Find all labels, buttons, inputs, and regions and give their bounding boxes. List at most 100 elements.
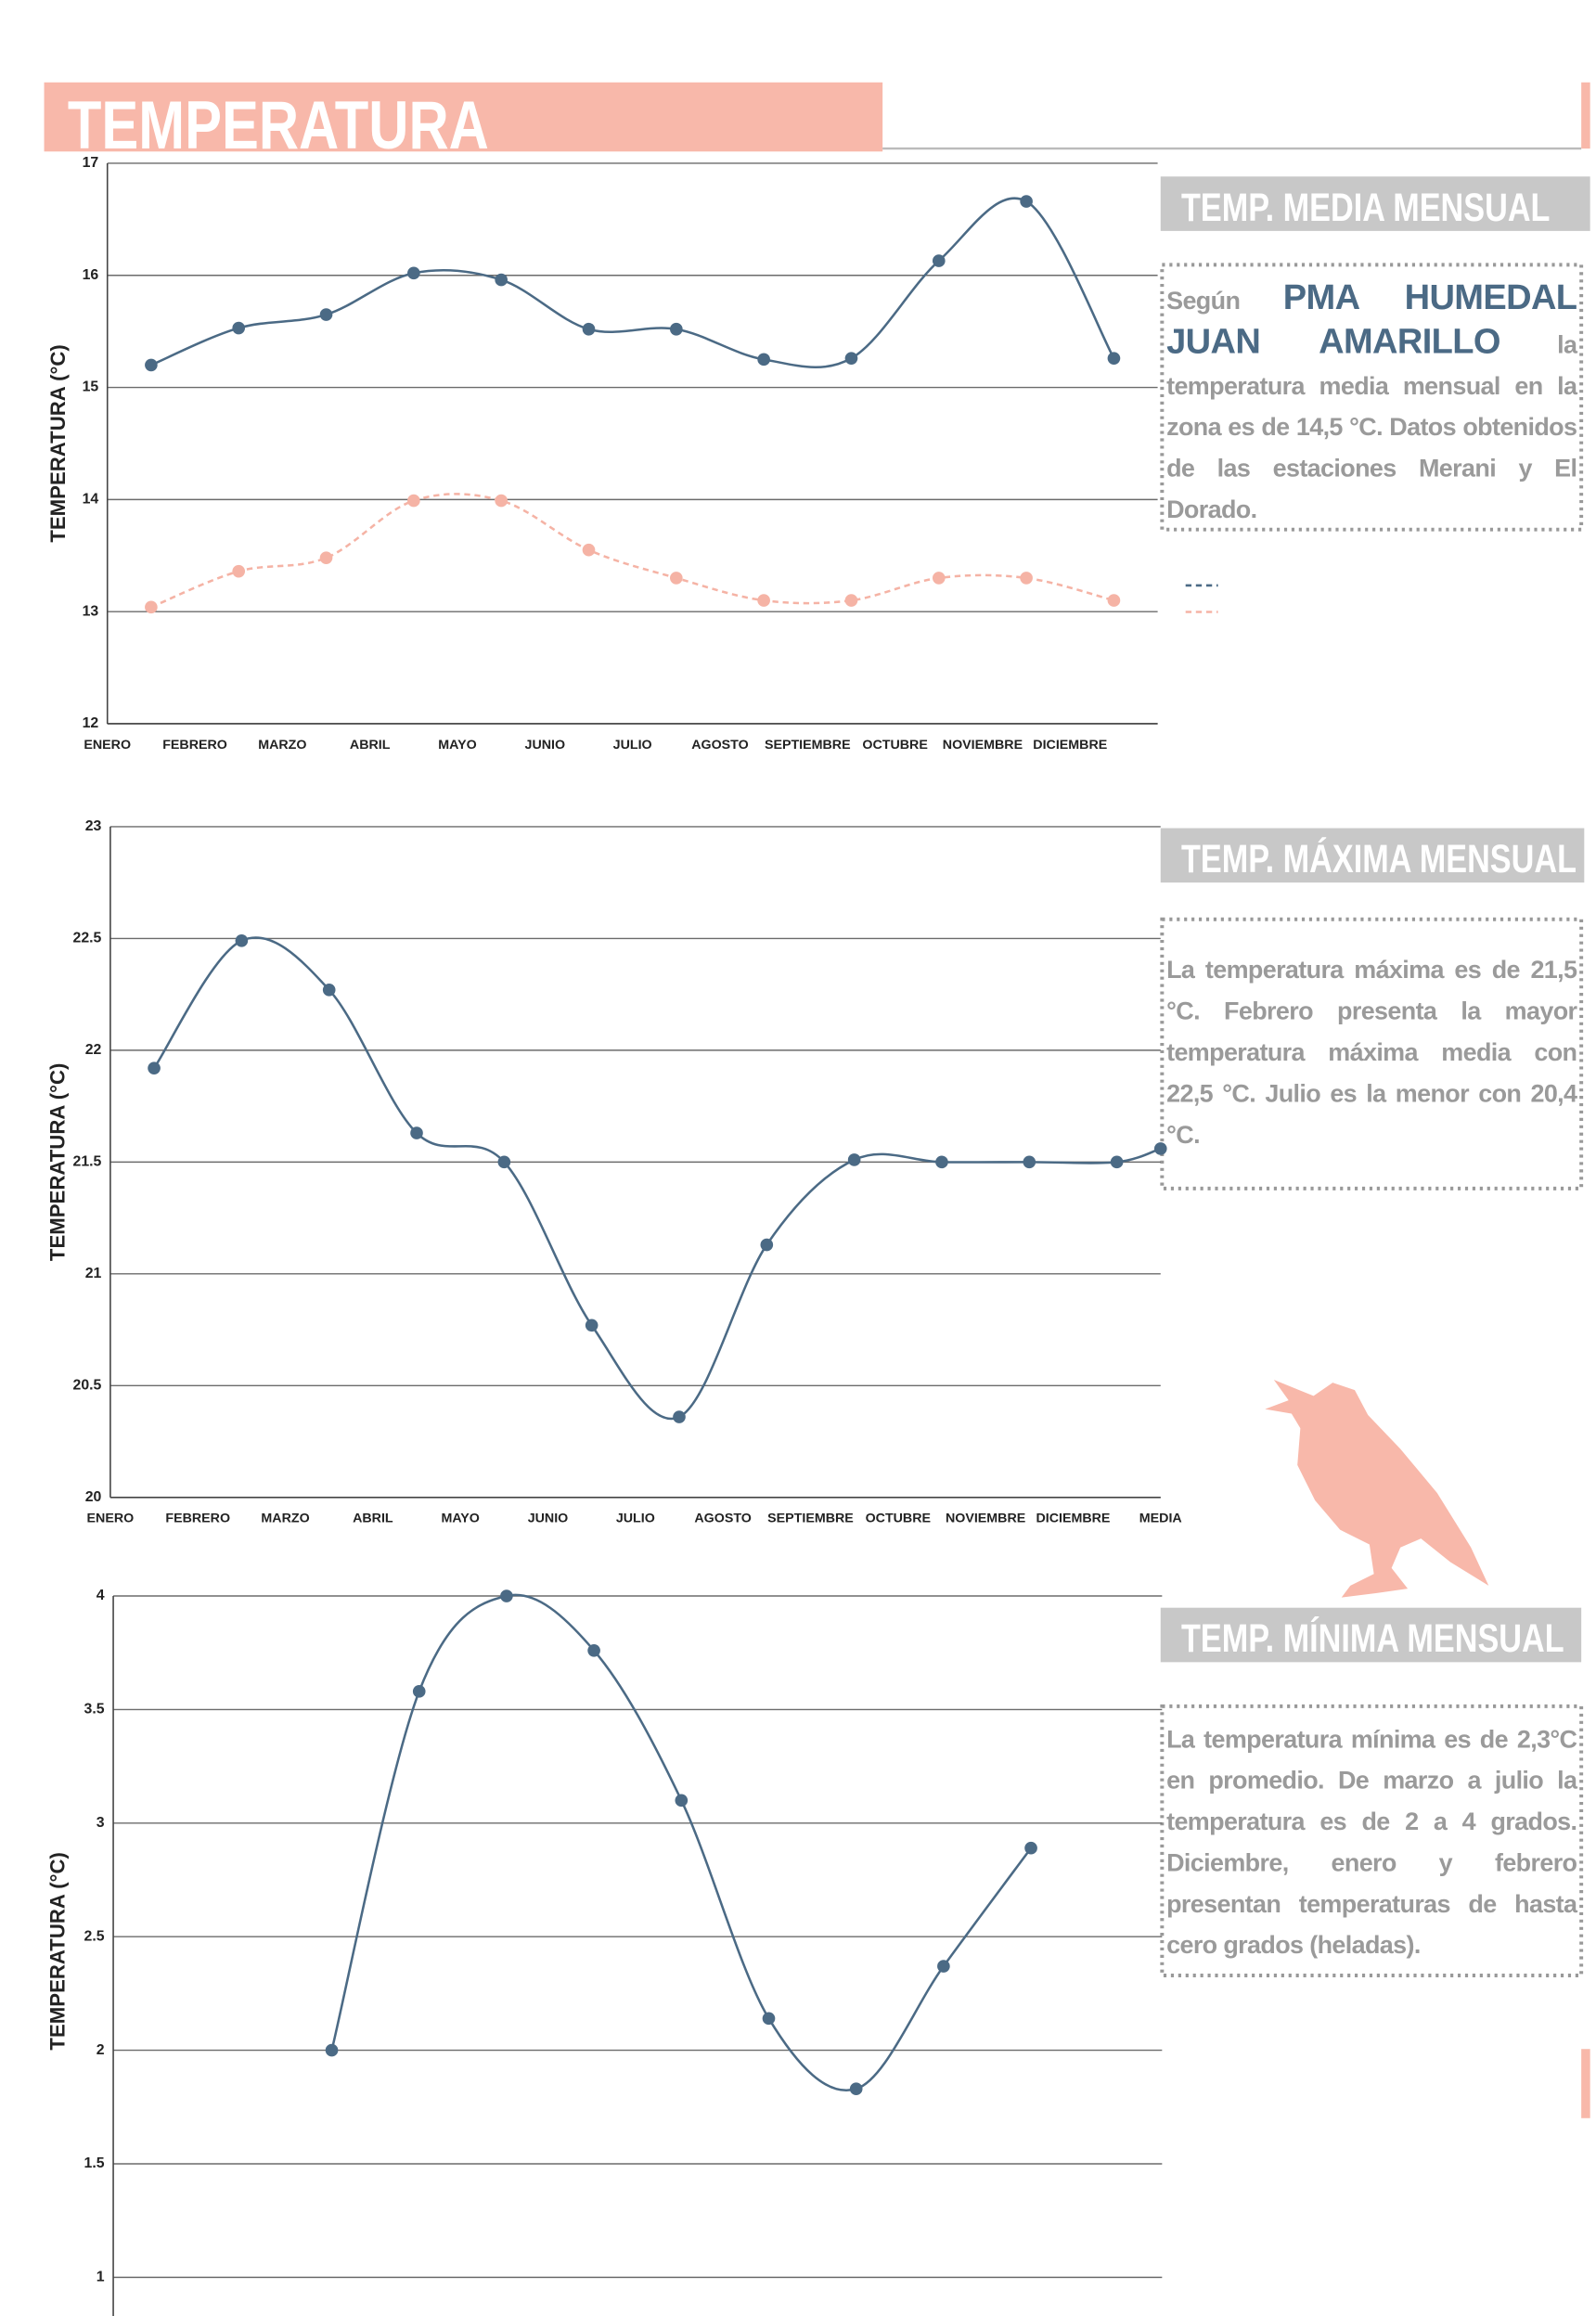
data-point bbox=[587, 1644, 600, 1657]
x-tick-label: ABRIL bbox=[350, 738, 391, 753]
y-tick-label: 4 bbox=[97, 1588, 105, 1603]
x-tick-label: NOVIEMBRE bbox=[943, 738, 1023, 753]
data-point bbox=[236, 934, 249, 947]
y-tick-label: 3.5 bbox=[84, 1702, 105, 1718]
y-tick-label: 2.5 bbox=[84, 1928, 105, 1944]
x-tick-label: MAYO bbox=[438, 738, 476, 753]
y-tick-label: 2 bbox=[97, 2042, 105, 2058]
x-tick-label: ABRIL bbox=[353, 1512, 393, 1526]
data-point bbox=[1108, 594, 1121, 607]
data-point bbox=[586, 1319, 598, 1332]
data-point bbox=[407, 267, 420, 280]
data-point bbox=[1023, 1156, 1036, 1169]
data-point bbox=[407, 495, 420, 508]
section-title: TEMP. MÁXIMA MENSUAL bbox=[1181, 836, 1577, 881]
data-point bbox=[498, 1156, 511, 1169]
series-line bbox=[154, 937, 1161, 1419]
data-point bbox=[845, 352, 858, 365]
y-tick-label: 23 bbox=[85, 818, 102, 834]
data-point bbox=[1020, 572, 1033, 585]
x-tick-label: SEPTIEMBRE bbox=[767, 1512, 854, 1526]
text-box-content: La temperatura máxima es de 21,5 °C. Feb… bbox=[1164, 942, 1580, 1186]
page: TEMPERATURA TEMP. MEDIA MENSUAL Según PM… bbox=[0, 0, 1596, 2316]
x-tick-label: MEDIA bbox=[1139, 1512, 1182, 1526]
data-point bbox=[145, 359, 158, 372]
x-tick-label: JULIO bbox=[616, 1512, 655, 1526]
data-point bbox=[320, 308, 333, 321]
data-point bbox=[495, 274, 508, 287]
x-tick-label: JUNIO bbox=[528, 1512, 569, 1526]
y-axis-label: TEMPERATURA (°C) bbox=[46, 344, 70, 542]
section-title: TEMP. MÍNIMA MENSUAL bbox=[1181, 1616, 1564, 1662]
data-point bbox=[757, 594, 770, 607]
data-point bbox=[850, 2082, 863, 2095]
y-tick-label: 17 bbox=[83, 155, 99, 171]
x-tick-label: JULIO bbox=[613, 738, 652, 753]
y-axis-label: TEMPERATURA (°C) bbox=[46, 1063, 70, 1261]
series-line bbox=[151, 199, 1114, 367]
data-point bbox=[410, 1126, 423, 1139]
y-tick-label: 21.5 bbox=[73, 1154, 102, 1170]
series-line bbox=[151, 494, 1114, 607]
section-title: TEMP. MEDIA MENSUAL bbox=[1181, 186, 1551, 229]
data-point bbox=[1154, 1142, 1167, 1155]
x-tick-label: MARZO bbox=[261, 1512, 309, 1526]
data-point bbox=[145, 601, 158, 614]
x-tick-label: DICIEMBRE bbox=[1036, 1512, 1110, 1526]
text-box-content: Según PMA HUMEDAL JUAN AMARILLO la tempe… bbox=[1164, 269, 1580, 528]
x-tick-label: FEBRERO bbox=[162, 738, 227, 753]
data-point bbox=[1024, 1842, 1037, 1855]
data-point bbox=[323, 984, 336, 997]
data-point bbox=[320, 551, 333, 564]
x-tick-label: SEPTIEMBRE bbox=[765, 738, 851, 753]
x-tick-label: DICIEMBRE bbox=[1033, 738, 1107, 753]
data-point bbox=[583, 544, 596, 557]
data-point bbox=[583, 323, 596, 336]
y-tick-label: 12 bbox=[83, 715, 99, 731]
x-tick-label: AGOSTO bbox=[691, 738, 749, 753]
data-point bbox=[670, 572, 683, 585]
data-point bbox=[670, 323, 683, 336]
y-tick-label: 22.5 bbox=[73, 931, 102, 946]
x-tick-label: JUNIO bbox=[525, 738, 566, 753]
y-tick-label: 13 bbox=[83, 603, 99, 619]
data-point bbox=[500, 1589, 513, 1602]
y-tick-label: 14 bbox=[83, 492, 99, 508]
data-point bbox=[1020, 195, 1033, 208]
data-point bbox=[933, 572, 946, 585]
data-point bbox=[232, 322, 245, 335]
y-tick-label: 21 bbox=[85, 1266, 102, 1281]
x-tick-label: MARZO bbox=[258, 738, 306, 753]
y-axis-label: TEMPERATURA (°C) bbox=[46, 1852, 70, 2050]
paragraph: La temperatura máxima es de 21,5 °C. Feb… bbox=[1164, 942, 1580, 1186]
data-point bbox=[757, 354, 770, 367]
x-tick-label: OCTUBRE bbox=[862, 738, 927, 753]
x-tick-label: NOVIEMBRE bbox=[946, 1512, 1025, 1526]
page-title: TEMPERATURA bbox=[68, 89, 489, 164]
x-tick-label: ENERO bbox=[84, 738, 131, 753]
data-point bbox=[763, 2013, 776, 2026]
data-point bbox=[1111, 1156, 1124, 1169]
bird-illustration bbox=[1265, 1380, 1488, 1598]
x-tick-label: ENERO bbox=[87, 1512, 135, 1526]
text-box-content: La temperatura mínima es de 2,3°C en pro… bbox=[1164, 1711, 1580, 1973]
edge-tab bbox=[1581, 83, 1590, 148]
y-tick-label: 1 bbox=[97, 2270, 105, 2285]
data-point bbox=[673, 1410, 686, 1423]
data-point bbox=[845, 594, 858, 607]
data-point bbox=[495, 495, 508, 508]
paragraph: Según PMA HUMEDAL JUAN AMARILLO la tempe… bbox=[1164, 269, 1580, 528]
data-point bbox=[413, 1685, 426, 1698]
data-point bbox=[326, 2044, 339, 2057]
intro: Según bbox=[1166, 287, 1240, 315]
y-tick-label: 20.5 bbox=[73, 1378, 102, 1394]
x-tick-label: FEBRERO bbox=[165, 1512, 230, 1526]
y-tick-label: 16 bbox=[83, 267, 99, 283]
y-tick-label: 20 bbox=[85, 1489, 102, 1505]
paragraph: La temperatura mínima es de 2,3°C en pro… bbox=[1164, 1711, 1580, 1973]
y-tick-label: 22 bbox=[85, 1042, 102, 1058]
x-tick-label: MAYO bbox=[441, 1512, 479, 1526]
y-tick-label: 3 bbox=[97, 1815, 105, 1831]
data-point bbox=[937, 1960, 950, 1973]
y-tick-label: 15 bbox=[83, 380, 99, 395]
